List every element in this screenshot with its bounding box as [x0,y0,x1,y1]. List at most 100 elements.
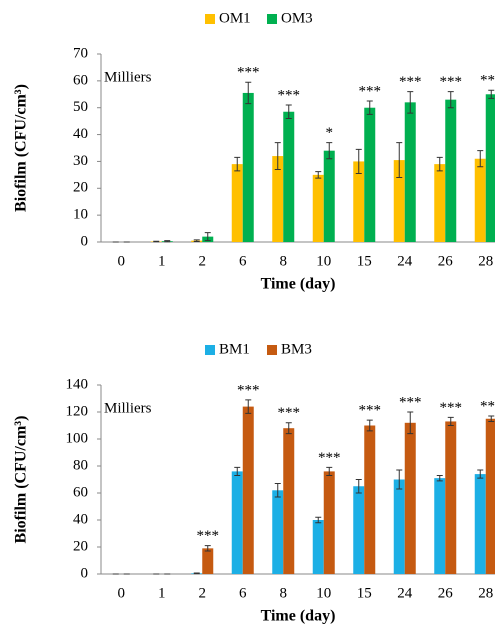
x-tick-label: 6 [239,253,247,269]
x-tick-label: 8 [280,585,288,601]
significance-label: *** [318,450,341,466]
y-tick-label: 60 [73,484,88,500]
x-tick-label: 28 [478,585,493,601]
y-tick-label: 20 [73,180,88,196]
bar [445,99,457,243]
error-bar [285,104,292,119]
significance-label: *** [237,65,260,81]
y-tick-label: 60 [73,72,88,88]
legend-swatch [267,14,277,24]
error-bar [285,422,292,435]
bar [353,161,365,242]
y-tick-label: 100 [66,430,89,446]
error-bar [204,545,211,552]
x-tick-label: 2 [199,253,207,269]
legend-swatch [267,345,277,355]
y-tick-label: 20 [73,538,88,554]
significance-label: *** [359,83,382,99]
error-bar [355,479,362,494]
y-tick-label: 0 [81,233,89,249]
bar [404,422,416,574]
legend-label: OM1 [219,10,251,26]
significance-label: *** [440,74,463,90]
error-bar [204,232,211,242]
x-tick-label: 0 [118,253,126,269]
error-bar [193,572,200,575]
legend-swatch [205,14,215,24]
significance-label: *** [399,394,422,410]
bar [434,478,446,574]
bar [353,486,365,574]
bar [474,158,486,242]
x-tick-label: 0 [118,585,126,601]
error-bar [447,416,454,426]
y-axis-title: Biofilm (CFU/cm³) [13,416,30,544]
x-tick-label: 26 [438,585,454,601]
error-bar [436,156,443,172]
significance-label: *** [237,382,260,398]
error-bar [245,399,252,414]
error-bar [396,142,403,179]
error-bar [366,100,373,115]
bar [434,164,446,242]
error-bar [488,89,495,99]
error-bar [326,142,333,160]
error-bar [315,171,322,179]
x-tick-label: 1 [158,585,166,601]
bar [312,520,324,574]
x-tick-label: 8 [280,253,288,269]
error-bar [447,91,454,109]
error-bar [326,466,333,476]
x-axis-title: Time (day) [261,276,336,293]
x-tick-label: 15 [357,253,372,269]
x-tick-label: 1 [158,253,166,269]
y-tick-label: 40 [73,511,88,527]
bar [242,406,254,574]
significance-label: *** [197,528,220,544]
y-axis-title: Biofilm (CFU/cm³) [13,84,30,212]
bar [445,421,457,574]
bar [283,111,295,242]
error-bar [477,150,484,168]
significance-label: *** [440,400,463,416]
bar [202,548,214,574]
y-tick-label: 50 [73,99,88,115]
bar [323,150,335,242]
error-bar [355,148,362,175]
legend-swatch [205,345,215,355]
legend-label: OM3 [281,10,313,26]
significance-label: *** [278,405,301,421]
bar [485,418,495,574]
error-bar [407,91,414,114]
error-bar [477,469,484,479]
x-tick-label: 26 [438,253,454,269]
significance-label: * [326,125,334,141]
error-bar [164,240,171,243]
x-tick-label: 24 [397,253,413,269]
error-bar [234,156,241,172]
bar [364,425,376,574]
x-axis-title: Time (day) [261,608,336,625]
bar [231,164,243,242]
significance-label: *** [480,398,495,414]
bar [242,92,254,242]
error-bar [274,142,281,170]
unit-label: Milliers [104,400,152,416]
error-bar [366,419,373,432]
bar [364,107,376,242]
error-bar [315,516,322,524]
error-bar [274,483,281,498]
x-tick-label: 24 [397,585,413,601]
bar [283,428,295,574]
y-tick-label: 140 [66,376,89,392]
bar [393,479,405,574]
unit-label: Milliers [104,69,152,85]
error-bar [436,474,443,482]
error-bar [407,411,414,435]
bar [485,94,495,243]
y-tick-label: 80 [73,457,88,473]
legend-label: BM1 [219,341,250,357]
bar [404,102,416,242]
bar [312,174,324,242]
error-bar [488,415,495,422]
